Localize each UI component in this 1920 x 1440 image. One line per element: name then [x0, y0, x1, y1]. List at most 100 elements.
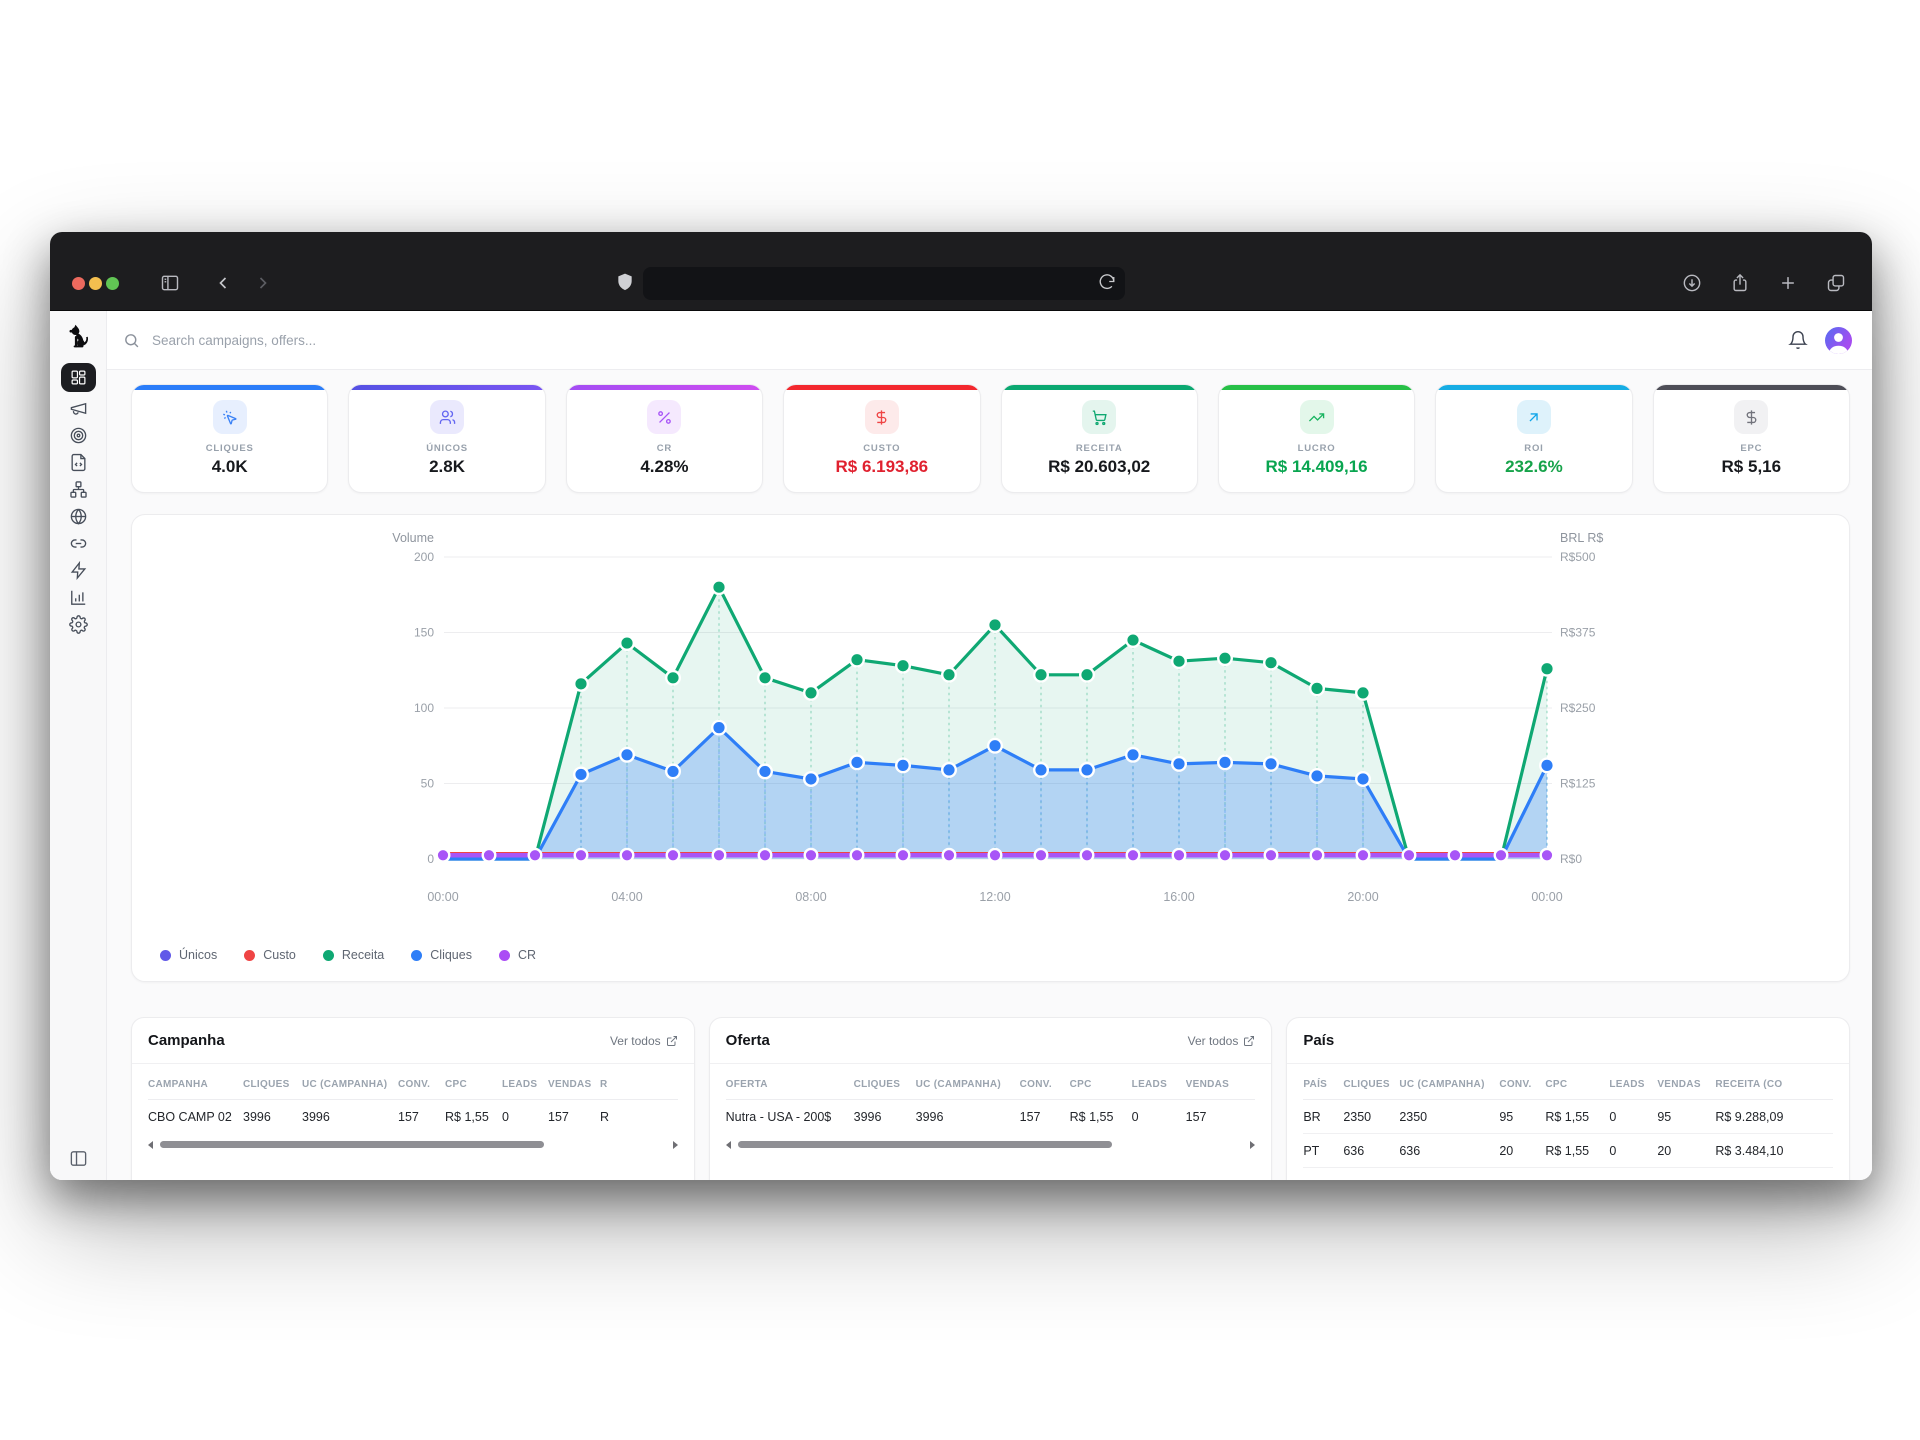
sidebar-item-target[interactable]	[50, 422, 106, 449]
svg-text:150: 150	[414, 626, 434, 640]
svg-text:R$0: R$0	[1560, 852, 1582, 866]
target-icon	[70, 427, 86, 444]
scroll-right-icon[interactable]	[1250, 1140, 1256, 1149]
minimize-button[interactable]	[89, 277, 102, 290]
card-accent-strip	[1001, 385, 1197, 390]
card-accent-strip	[1436, 385, 1632, 390]
table-cell: 636	[1343, 1133, 1400, 1168]
table-cell: 157	[1185, 1110, 1207, 1124]
panel-left-icon	[70, 1151, 86, 1166]
column-header: CONV.	[398, 1064, 445, 1100]
cursor-click-icon	[212, 400, 247, 434]
scroll-right-icon[interactable]	[672, 1140, 678, 1149]
sidebar-item-link[interactable]	[50, 530, 106, 557]
column-header: CLIQUES	[243, 1064, 302, 1100]
card-accent-strip	[1218, 385, 1415, 390]
cart-icon	[1082, 400, 1117, 434]
sidebar-item-file-code[interactable]	[50, 449, 106, 476]
sidebar-item-megaphone[interactable]	[50, 395, 106, 422]
legend-dot	[411, 949, 423, 961]
svg-text:0: 0	[427, 852, 434, 866]
kpi-card-únicos: ÚNICOS 2.8K	[348, 384, 546, 493]
oferta-panel: Oferta Ver todos OFERTA CLIQUES UC (CAMPANHA…	[708, 1017, 1273, 1180]
table-cell: 0	[502, 1110, 509, 1124]
sidebar-item-sitemap[interactable]	[50, 476, 106, 503]
sidebar-item-zap[interactable]	[50, 557, 106, 584]
kpi-card-lucro: LUCRO R$ 14.409,16	[1217, 384, 1416, 493]
close-button[interactable]	[72, 277, 85, 290]
legend-label: Receita	[341, 948, 385, 962]
table-cell: 0	[1609, 1133, 1658, 1168]
legend-dot	[160, 949, 171, 961]
legend-item-cr[interactable]: CR	[498, 948, 536, 962]
scroll-left-icon[interactable]	[725, 1140, 731, 1149]
scrollbar-thumb[interactable]	[160, 1141, 545, 1148]
table-cell: R$ 3.484,10	[1715, 1133, 1833, 1168]
app-frame: CLIQUES 4.0K ÚNICOS 2.8K CR 4.28% CUSTO R$ 6.19…	[50, 311, 1872, 1180]
external-link-icon	[666, 1035, 677, 1046]
search-input[interactable]	[150, 331, 574, 349]
svg-text:50: 50	[421, 777, 435, 791]
legend-label: Únicos	[179, 948, 218, 962]
panel-title: Oferta	[725, 1032, 770, 1049]
column-header: CAMPANHA	[148, 1064, 243, 1100]
table-row[interactable]: CBO CAMP 02 3996 3996 157 R$ 1,55 0 157 R	[148, 1100, 678, 1134]
svg-text:20:00: 20:00	[1347, 890, 1378, 904]
users-icon	[430, 400, 465, 434]
table-cell: R	[600, 1110, 610, 1124]
reload-icon[interactable]	[1098, 274, 1116, 292]
legend-item-receita[interactable]: Receita	[322, 948, 385, 962]
column-header: LEADS	[502, 1064, 548, 1100]
bell-icon[interactable]	[1788, 330, 1808, 350]
column-header: PAÍS	[1303, 1064, 1344, 1100]
back-icon[interactable]	[213, 273, 233, 293]
column-header: VENDAS	[1657, 1064, 1716, 1100]
campanha-table: CAMPANHA CLIQUES UC (CAMPANHA) CONV. CPC LEAD…	[148, 1064, 678, 1133]
sidebar-item-globe[interactable]	[50, 503, 106, 530]
ver-todos-link[interactable]: Ver todos	[1188, 1034, 1256, 1048]
share-icon[interactable]	[1730, 273, 1750, 293]
sidebar-toggle-icon[interactable]	[160, 273, 180, 293]
panel-header: Campanha Ver todos	[132, 1018, 694, 1064]
legend-item-cliques[interactable]: Cliques	[411, 948, 472, 962]
sidebar-item-bar-chart[interactable]	[50, 584, 106, 611]
svg-text:R$375: R$375	[1560, 626, 1596, 640]
table-row[interactable]: BR 2350 2350 95 R$ 1,55 0 95 R$ 9.288,09	[1303, 1100, 1833, 1134]
legend-item-únicos[interactable]: Únicos	[160, 948, 217, 962]
kpi-label: ROI	[1524, 443, 1544, 454]
address-bar[interactable]	[643, 267, 1125, 300]
horizontal-scrollbar[interactable]	[148, 1140, 678, 1149]
kpi-card-cr: CR 4.28%	[565, 384, 764, 493]
ver-todos-label: Ver todos	[609, 1033, 661, 1048]
tab-overview-icon[interactable]	[1826, 273, 1846, 293]
scrollbar-thumb[interactable]	[737, 1141, 1112, 1148]
svg-text:12:00: 12:00	[979, 890, 1010, 904]
percent-icon	[647, 400, 682, 434]
horizontal-scrollbar[interactable]	[725, 1140, 1256, 1149]
shield-icon[interactable]	[615, 272, 635, 292]
sidebar-item-dashboard[interactable]	[50, 362, 106, 393]
zoom-button[interactable]	[106, 277, 119, 290]
forward-icon[interactable]	[253, 273, 273, 293]
scrollbar-track[interactable]	[160, 1141, 666, 1148]
svg-text:Volume: Volume	[392, 531, 434, 545]
table-row[interactable]: PT 636 636 20 R$ 1,55 0 20 R$ 3.484,10	[1303, 1133, 1833, 1168]
table-cell: 95	[1499, 1110, 1514, 1124]
kpi-card-custo: CUSTO R$ 6.193,86	[783, 384, 981, 493]
table-cell: 0	[1609, 1110, 1617, 1124]
scroll-left-icon[interactable]	[148, 1140, 153, 1149]
column-header: R	[600, 1064, 678, 1100]
dollar-icon	[864, 400, 899, 434]
scrollbar-track[interactable]	[737, 1141, 1244, 1148]
sidebar-item-settings[interactable]	[50, 611, 106, 638]
column-header: VENDAS	[1185, 1064, 1256, 1100]
download-icon[interactable]	[1682, 273, 1702, 293]
column-header: CLIQUES	[853, 1064, 916, 1100]
user-avatar[interactable]	[1825, 326, 1852, 354]
ver-todos-link[interactable]: Ver todos	[610, 1034, 678, 1048]
new-tab-icon[interactable]	[1778, 273, 1798, 293]
table-row[interactable]: Nutra - USA - 200$ 3996 3996 157 R$ 1,55 0 157	[726, 1100, 1256, 1134]
sidebar-collapse-button[interactable]	[50, 1145, 106, 1172]
card-accent-strip	[349, 385, 545, 390]
legend-item-custo[interactable]: Custo	[244, 948, 296, 962]
